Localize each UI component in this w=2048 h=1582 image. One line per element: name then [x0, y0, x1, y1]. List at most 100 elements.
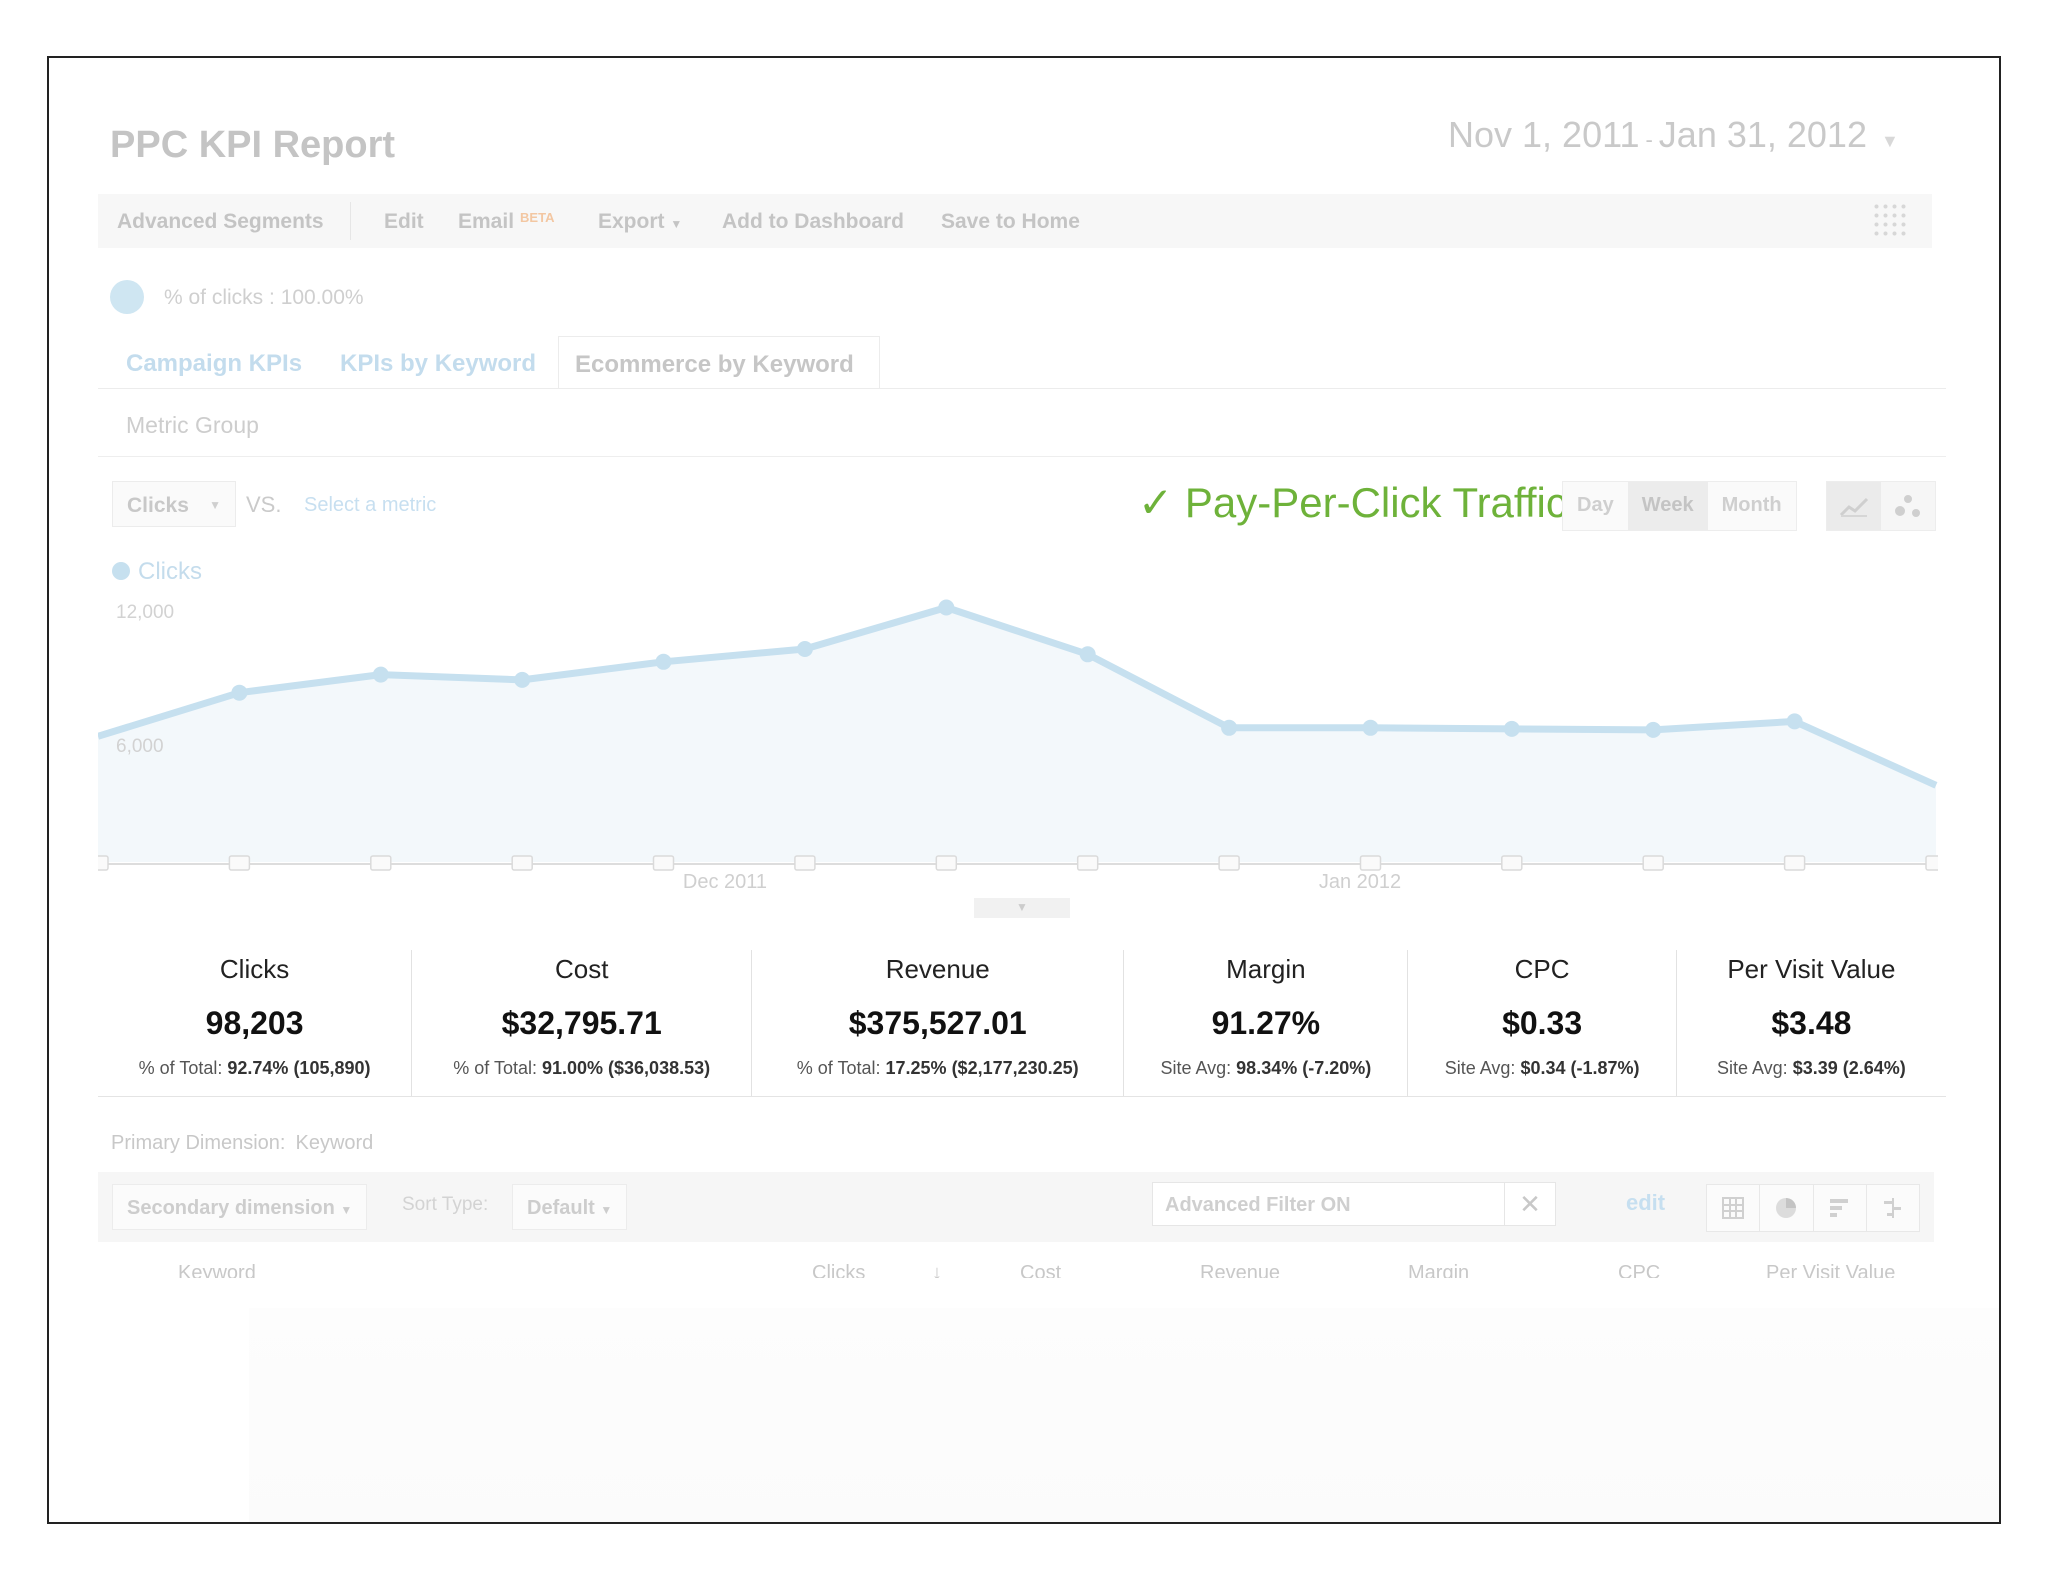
table-view-selector	[1706, 1184, 1920, 1232]
annotation-marker-icon[interactable]	[1076, 855, 1099, 871]
date-end: Jan 31, 2012	[1658, 114, 1867, 155]
primary-dimension-value[interactable]: Keyword	[295, 1132, 374, 1154]
annotation-marker-icon[interactable]	[935, 855, 958, 871]
pie-chart-icon[interactable]	[1759, 1185, 1812, 1231]
grid-icon[interactable]	[1872, 202, 1910, 240]
advanced-segments-button[interactable]: Advanced Segments	[117, 210, 324, 233]
line-chart-icon[interactable]	[1827, 482, 1881, 530]
sort-type-dropdown[interactable]: Default ▼	[512, 1184, 628, 1230]
chevron-down-icon: ▼	[1880, 131, 1899, 151]
column-header-clicks[interactable]: Clicks	[812, 1262, 866, 1278]
annotation-marker-icon[interactable]	[1359, 855, 1382, 871]
motion-chart-icon[interactable]	[1881, 482, 1935, 530]
page-title: PPC KPI Report	[110, 124, 396, 166]
sort-arrow-icon[interactable]: ↓	[932, 1262, 942, 1278]
scorecard-label: Margin	[1226, 954, 1306, 984]
data-point[interactable]	[1645, 721, 1662, 738]
series-area-clicks	[98, 607, 1936, 862]
legend-swatch	[112, 562, 130, 580]
close-icon[interactable]: ✕	[1504, 1183, 1555, 1225]
scorecard-value: $3.48	[1771, 1005, 1852, 1041]
column-header-cpc[interactable]: CPC	[1618, 1262, 1661, 1278]
email-label: Email	[458, 210, 515, 233]
period-week-button[interactable]: Week	[1627, 482, 1708, 530]
table-view-icon[interactable]	[1707, 1185, 1759, 1231]
add-to-dashboard-button[interactable]: Add to Dashboard	[722, 210, 904, 233]
column-header-revenue[interactable]: Revenue	[1200, 1262, 1281, 1278]
annotation-marker-icon[interactable]	[652, 855, 675, 871]
annotation-marker-icon[interactable]	[1925, 855, 1938, 871]
annotation-marker-icon[interactable]	[1501, 855, 1523, 871]
data-point[interactable]	[1786, 713, 1803, 730]
data-point[interactable]	[655, 653, 672, 670]
column-header-cost[interactable]: Cost	[1020, 1262, 1062, 1278]
scorecard-sub-value: 92.74% (105,890)	[227, 1058, 371, 1078]
summary-scorecards: Clicks 98,203 % of Total: 92.74% (105,89…	[98, 950, 1946, 1097]
annotation-marker-icon[interactable]	[511, 855, 533, 871]
y-tick-label: 6,000	[116, 736, 164, 757]
email-button[interactable]: Email BETA	[458, 210, 554, 234]
column-header-keyword[interactable]: Keyword	[178, 1262, 256, 1278]
metric-dropdown[interactable]: Clicks ▼	[112, 481, 236, 527]
data-point[interactable]	[1362, 719, 1379, 736]
comparison-icon[interactable]	[1865, 1185, 1919, 1231]
annotation-marker-icon[interactable]	[1642, 855, 1664, 871]
secondary-dimension-dropdown[interactable]: Secondary dimension ▼	[112, 1184, 368, 1230]
tab-ecommerce-by-keyword[interactable]: Ecommerce by Keyword	[558, 336, 880, 388]
scorecard-subtext: Site Avg: $3.39 (2.64%)	[1677, 1058, 1946, 1079]
edit-button[interactable]: Edit	[384, 210, 424, 233]
metric-dropdown-value: Clicks	[127, 494, 189, 517]
date-separator: -	[1645, 127, 1653, 152]
data-point[interactable]	[514, 671, 531, 688]
scorecard-clicks: Clicks 98,203 % of Total: 92.74% (105,89…	[98, 950, 411, 1096]
scorecard-per-visit-value: Per Visit Value $3.48 Site Avg: $3.39 (2…	[1675, 950, 1946, 1096]
scorecard-subtext: % of Total: 17.25% ($2,177,230.25)	[752, 1058, 1123, 1079]
chart-type-selector	[1826, 481, 1936, 531]
segment-label: % of clicks : 100.00%	[164, 286, 364, 309]
date-range-picker[interactable]: Nov 1, 2011- Jan 31, 2012 ▼	[1448, 114, 1899, 156]
metric-group-divider	[98, 456, 1946, 457]
x-tick-label: Dec 2011	[683, 871, 767, 893]
period-day-button[interactable]: Day	[1577, 494, 1614, 516]
annotation-marker-icon[interactable]	[794, 855, 816, 871]
data-point[interactable]	[372, 666, 389, 683]
beta-badge: BETA	[520, 210, 555, 225]
data-point[interactable]	[796, 641, 813, 657]
scorecard-value: 98,203	[205, 1005, 304, 1041]
save-to-home-button[interactable]: Save to Home	[941, 210, 1080, 233]
select-metric-link[interactable]: Select a metric	[304, 494, 437, 516]
data-point[interactable]	[938, 599, 955, 616]
data-point[interactable]	[231, 684, 248, 701]
collapse-chart-toggle[interactable]: ▼	[974, 898, 1070, 918]
date-start: Nov 1, 2011	[1448, 114, 1640, 155]
secondary-dimension-label: Secondary dimension	[127, 1197, 335, 1219]
annotation-marker-icon[interactable]	[370, 855, 392, 871]
scorecard-sub-value: 17.25% ($2,177,230.25)	[885, 1058, 1079, 1078]
annotation-marker-icon[interactable]	[228, 855, 251, 871]
annotation-marker-icon[interactable]	[1783, 855, 1806, 871]
pay-per-click-annotation: ✓ Pay-Per-Click Traffic	[1138, 479, 1567, 526]
scorecard-subtext: Site Avg: $0.34 (-1.87%)	[1408, 1058, 1675, 1079]
scorecard-label: Clicks	[219, 954, 290, 984]
scorecard-sub-value: $0.34 (-1.87%)	[1520, 1058, 1640, 1078]
export-button[interactable]: Export ▼	[598, 210, 682, 234]
data-point[interactable]	[1079, 646, 1096, 663]
tab-kpis-by-keyword[interactable]: KPIs by Keyword	[340, 350, 537, 377]
tabs-divider	[98, 388, 1946, 389]
bar-chart-icon[interactable]	[1812, 1185, 1866, 1231]
scorecard-label: Cost	[554, 954, 609, 984]
data-point[interactable]	[1221, 719, 1238, 736]
edit-filter-link[interactable]: edit	[1626, 1190, 1666, 1215]
column-header-per-visit-value[interactable]: Per Visit Value	[1766, 1262, 1896, 1278]
report-toolbar: Advanced Segments Edit Email BETA Export …	[98, 194, 1932, 248]
annotation-marker-icon[interactable]	[1218, 855, 1240, 871]
x-tick-label: Jan 2012	[1319, 871, 1401, 893]
period-month-button[interactable]: Month	[1721, 494, 1782, 516]
advanced-filter-field[interactable]: Advanced Filter ON ✕	[1152, 1182, 1556, 1226]
export-label: Export	[598, 210, 665, 233]
annotation-marker-icon[interactable]	[98, 855, 109, 871]
column-header-margin[interactable]: Margin	[1408, 1262, 1470, 1278]
tab-campaign-kpis[interactable]: Campaign KPIs	[126, 350, 303, 377]
scorecard-revenue: Revenue $375,527.01 % of Total: 17.25% (…	[751, 950, 1123, 1096]
data-point[interactable]	[1503, 720, 1520, 737]
